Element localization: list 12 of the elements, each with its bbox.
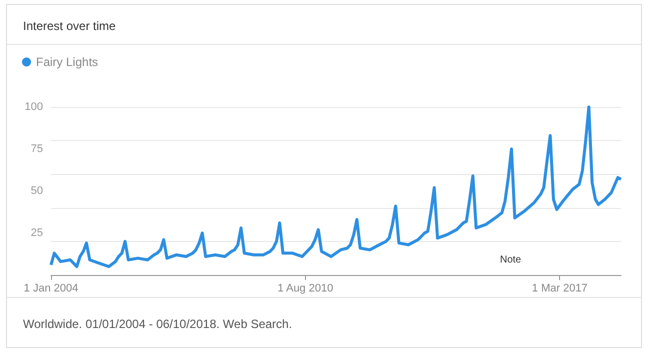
x-tick-label: 1 Aug 2010: [278, 282, 334, 294]
y-tick-label: 100: [24, 101, 43, 113]
legend-label: Fairy Lights: [36, 55, 98, 69]
chart-title: Interest over time: [7, 5, 641, 45]
x-tick-label: 1 Jan 2004: [24, 282, 78, 294]
text: Worldwide. 01/01/2004 - 06/10/2018. Web Search.: [7, 297, 641, 347]
line-series: [50, 106, 622, 268]
y-tick-label: 50: [30, 185, 43, 197]
y-tick-label: 75: [30, 143, 43, 155]
x-tick-label: 1 Mar 2017: [532, 282, 588, 294]
y-tick-label: 25: [30, 227, 43, 239]
annotation: Note: [500, 254, 522, 266]
